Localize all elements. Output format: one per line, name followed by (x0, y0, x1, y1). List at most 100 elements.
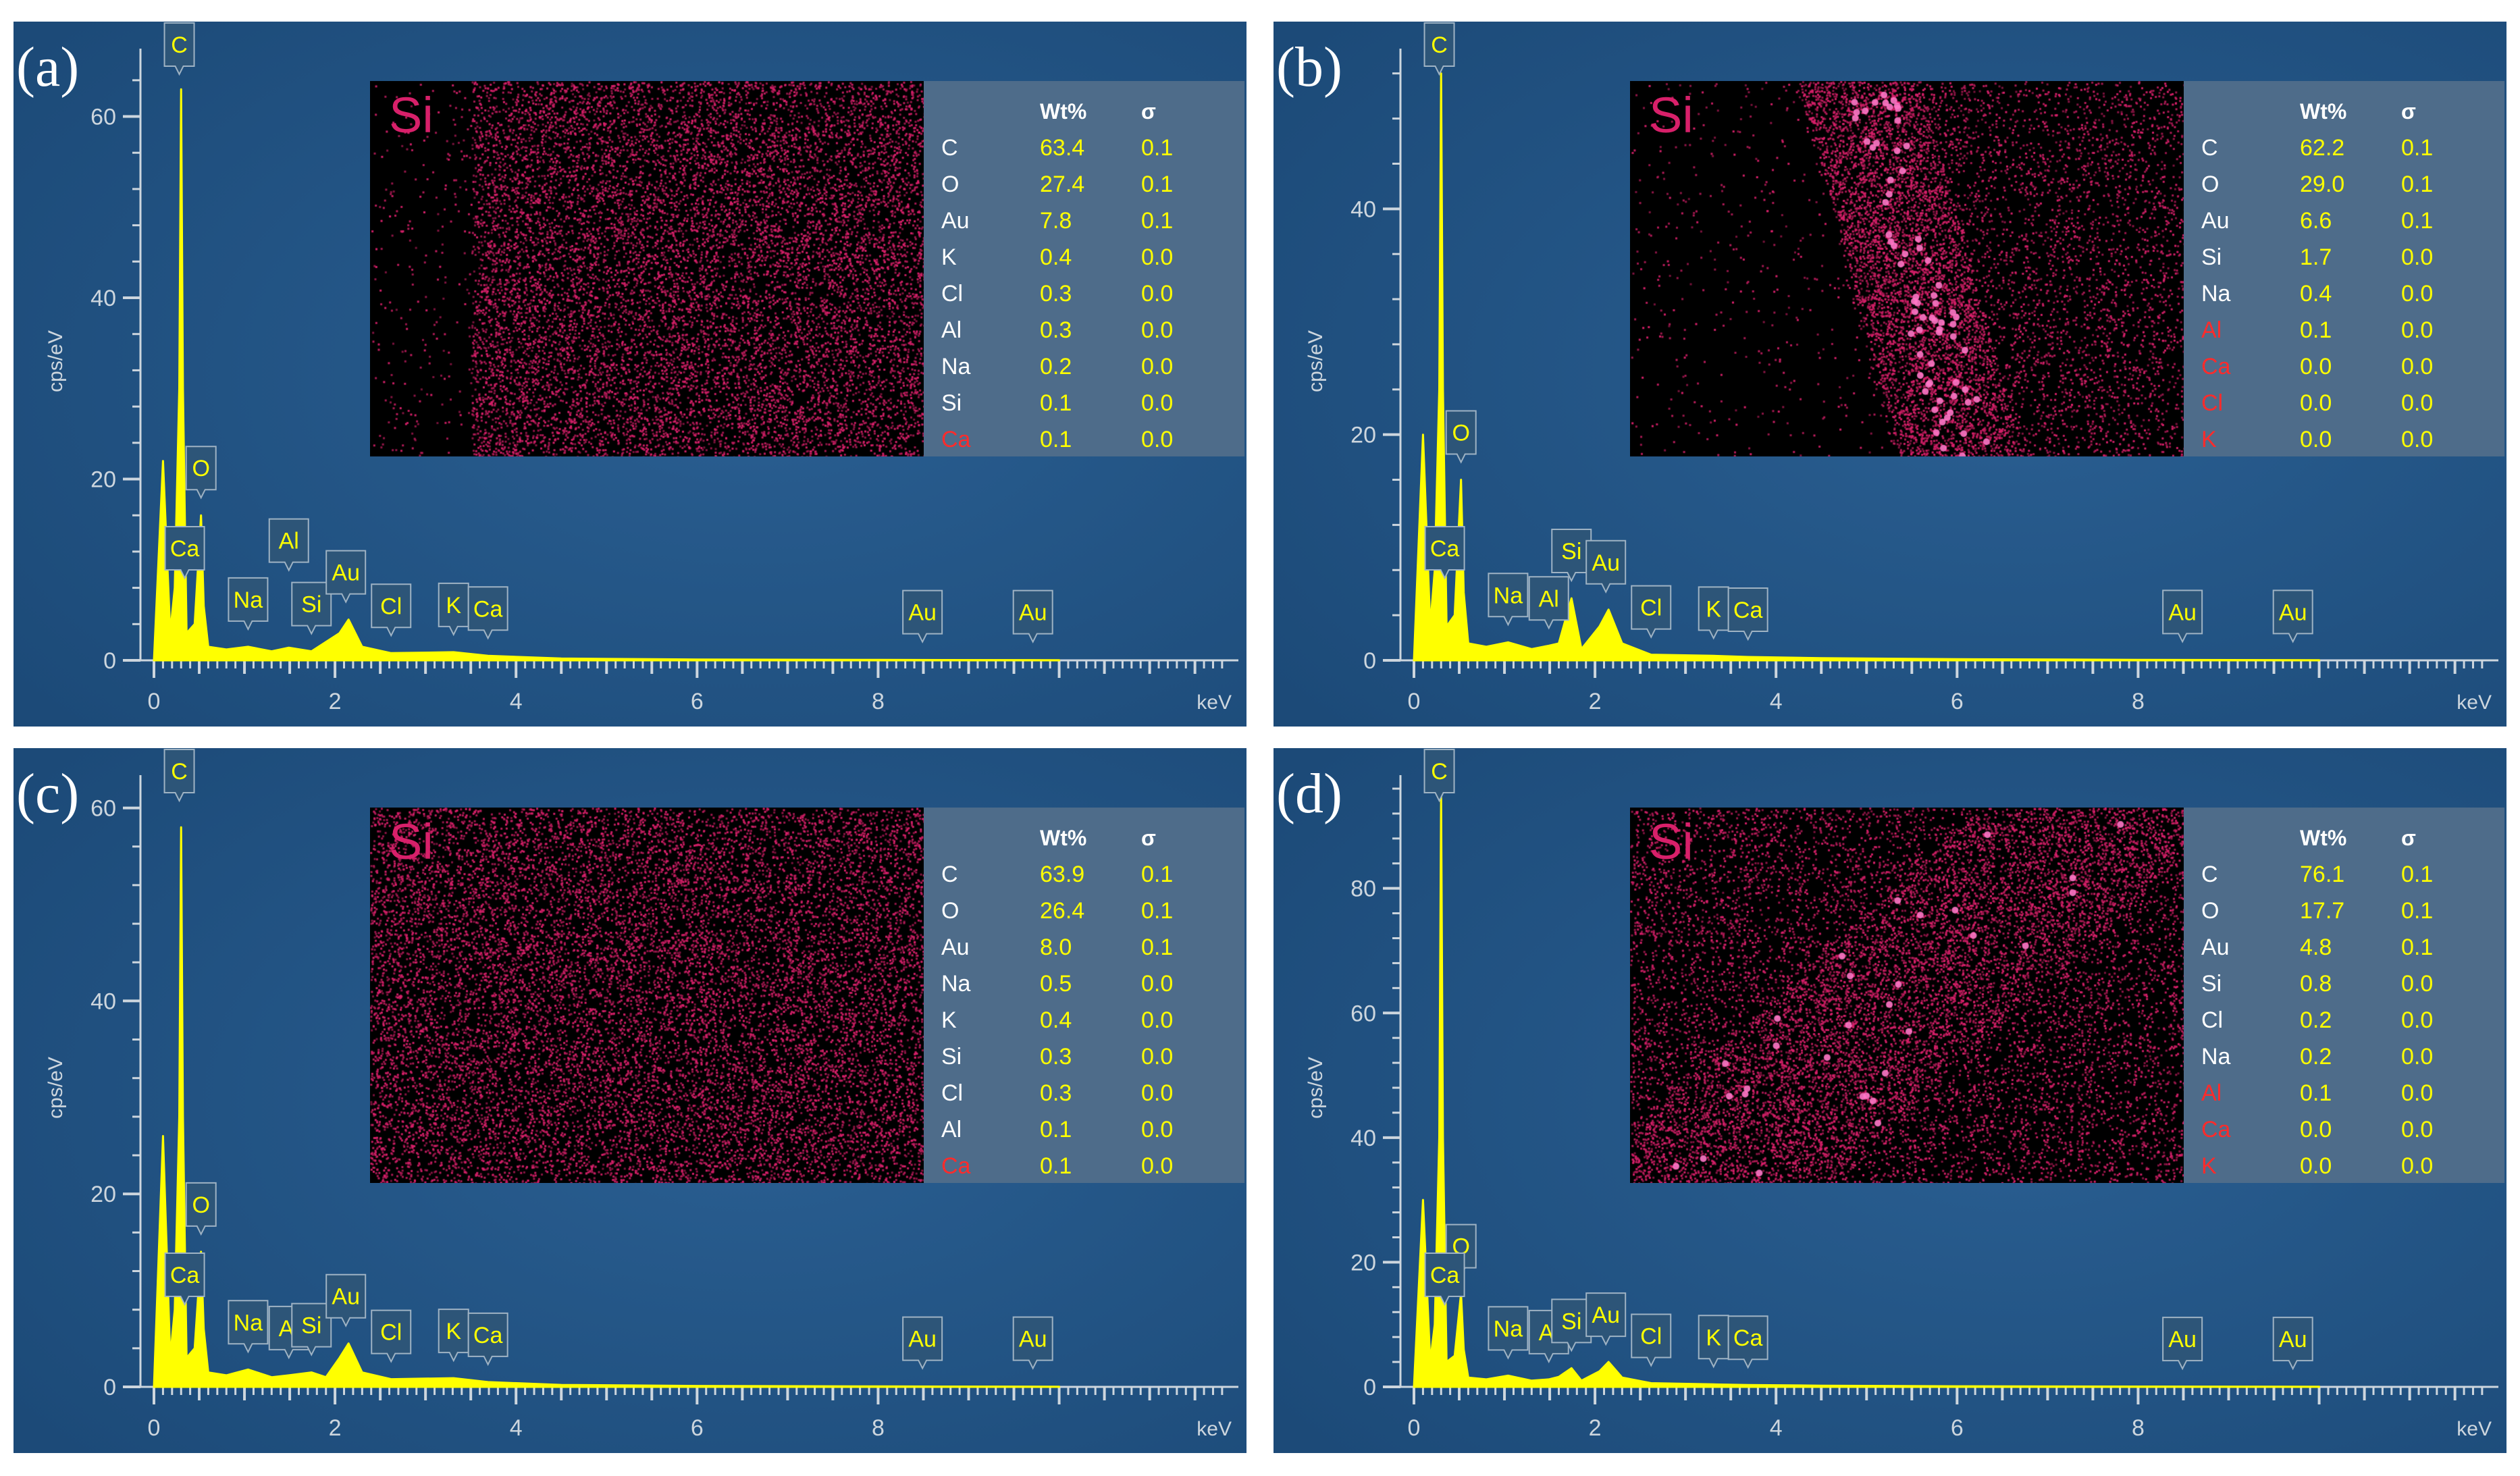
table-body: C 76.1 0.1 O 17.7 0.1 Au 4.8 0.1 Si 0.8 0.0 Cl 0.2 0.0… (2201, 856, 2482, 1184)
element-cell: Ca (2201, 353, 2231, 379)
peak-label: Ca (1430, 536, 1460, 562)
peak-label: Na (234, 587, 263, 613)
element-cell: Ca (2201, 1116, 2231, 1142)
sigma-cell: 0.0 (2401, 317, 2434, 343)
element-cell: Na (2201, 280, 2231, 307)
table-row: Ca 0.1 0.0 (941, 1148, 1222, 1184)
sigma-cell: 0.0 (2401, 244, 2434, 270)
sigma-cell: 0.0 (2401, 1116, 2434, 1142)
y-tick-label: 0 (1363, 1375, 1376, 1400)
sigma-cell: 0.0 (2401, 390, 2434, 416)
table-row: K 0.4 0.0 (941, 1002, 1222, 1038)
peak-box (1424, 1253, 1465, 1307)
table-row: O 29.0 0.1 (2201, 166, 2482, 203)
peak-box (1423, 749, 1455, 803)
wt-cell: 7.8 (1040, 207, 1072, 234)
y-axis-label: cps/eV (45, 1057, 67, 1119)
peak-label: Na (234, 1310, 263, 1336)
peak-label: Au (1592, 1302, 1620, 1328)
wt-cell: 0.1 (1040, 1116, 1072, 1142)
peak-box (1727, 1315, 1768, 1369)
peak-box (1424, 526, 1465, 580)
x-tick-label: 8 (2132, 1415, 2145, 1441)
peak-marker-na: Na (228, 1300, 269, 1354)
table-row: Al 0.3 0.0 (941, 312, 1222, 348)
table-header-row: Wt% σ (941, 820, 1222, 856)
sigma-cell: 0.0 (1141, 280, 1174, 307)
panel-a: 0 2 4 6 8 keV 0 20 40 60 cps/eV C O Ca Na Al Si Au Cl K Ca Au… (14, 22, 1246, 727)
peak-label: Ca (170, 1263, 200, 1288)
table-row: Ca 0.0 0.0 (2201, 348, 2482, 385)
si-map-canvas (370, 81, 924, 456)
x-tick-label: 6 (1951, 1415, 1964, 1441)
si-map-inset: Si Wt% σ C 76.1 0.1 O 17.7 0.1 Au 4.8 0.1 Si 0.8 0.… (1630, 808, 2504, 1183)
x-tick-label: 6 (1951, 689, 1964, 714)
peak-label: Cl (380, 594, 402, 619)
peak-marker-au: Au (902, 1316, 943, 1370)
peak-marker-si: Si (291, 581, 332, 635)
peak-marker-na: Na (1488, 1306, 1529, 1360)
x-tick-label: 2 (329, 689, 342, 714)
element-cell: Si (2201, 244, 2222, 270)
peak-marker-k: K (438, 582, 469, 637)
peak-box (1528, 576, 1569, 630)
panel-label: (c) (16, 762, 80, 825)
peak-label: Au (908, 1327, 937, 1352)
wt-cell: 4.8 (2300, 934, 2332, 960)
wt-cell: 0.4 (1040, 244, 1072, 270)
peak-label: K (446, 1319, 461, 1344)
header-sigma: σ (1141, 99, 1156, 124)
element-cell: Au (941, 934, 970, 960)
panel-c: 0 2 4 6 8 keV 0 20 40 60 cps/eV C O Ca Na Al Si Au Cl K Ca Au… (14, 748, 1246, 1453)
wt-cell: 76.1 (2300, 861, 2345, 887)
sigma-cell: 0.0 (1141, 1080, 1174, 1106)
x-tick-label: 8 (872, 689, 885, 714)
wt-cell: 63.9 (1040, 861, 1085, 887)
y-tick-label: 40 (1350, 196, 1376, 222)
composition-grid: Wt% σ C 76.1 0.1 O 17.7 0.1 Au 4.8 0.1 Si 0.8 0.0 Cl… (2201, 820, 2482, 1184)
x-tick-label: 0 (148, 689, 161, 714)
peak-box (2162, 1317, 2203, 1371)
peak-marker-au: Au (902, 589, 943, 643)
wt-cell: 0.1 (2300, 317, 2332, 343)
peak-label: K (446, 593, 461, 618)
sigma-cell: 0.1 (1141, 171, 1174, 197)
peak-marker-al: Al (1528, 576, 1569, 630)
sigma-cell: 0.1 (1141, 861, 1174, 887)
peak-label: Au (1019, 600, 1047, 626)
x-tick-label: 2 (1589, 1415, 1602, 1441)
peak-marker-ca: Ca (1424, 526, 1465, 580)
peak-label: Cl (1640, 1323, 1662, 1349)
table-row: K 0.0 0.0 (2201, 1148, 2482, 1184)
element-cell: Ca (941, 1153, 971, 1179)
peak-box (371, 1309, 412, 1363)
sigma-cell: 0.0 (2401, 280, 2434, 307)
wt-cell: 0.1 (1040, 1153, 1072, 1179)
panel-label: (d) (1276, 762, 1342, 825)
element-cell: Si (941, 1043, 962, 1070)
peak-box (467, 1312, 508, 1367)
sigma-cell: 0.0 (1141, 1116, 1174, 1142)
peak-label: O (192, 456, 209, 481)
peak-label: Ca (473, 1323, 503, 1348)
peak-box (163, 22, 195, 76)
x-tick-label: 6 (691, 1415, 704, 1441)
peak-marker-cl: Cl (1631, 1313, 1672, 1367)
peak-box (228, 577, 269, 631)
table-row: K 0.0 0.0 (2201, 421, 2482, 458)
sigma-cell: 0.0 (1141, 1007, 1174, 1033)
wt-cell: 0.0 (2300, 1116, 2332, 1142)
peak-marker-k: K (438, 1309, 469, 1363)
sigma-cell: 0.1 (1141, 207, 1174, 234)
peak-label: C (171, 32, 188, 58)
wt-cell: 63.4 (1040, 134, 1085, 161)
table-row: Na 0.4 0.0 (2201, 275, 2482, 312)
element-cell: Na (941, 353, 971, 379)
sigma-cell: 0.0 (1141, 1153, 1174, 1179)
element-cell: C (941, 134, 958, 161)
y-tick-label: 80 (1350, 876, 1376, 902)
x-tick-label: 2 (329, 1415, 342, 1441)
element-cell: O (941, 897, 960, 924)
table-header-row: Wt% σ (941, 93, 1222, 130)
map-label: Si (389, 87, 434, 143)
